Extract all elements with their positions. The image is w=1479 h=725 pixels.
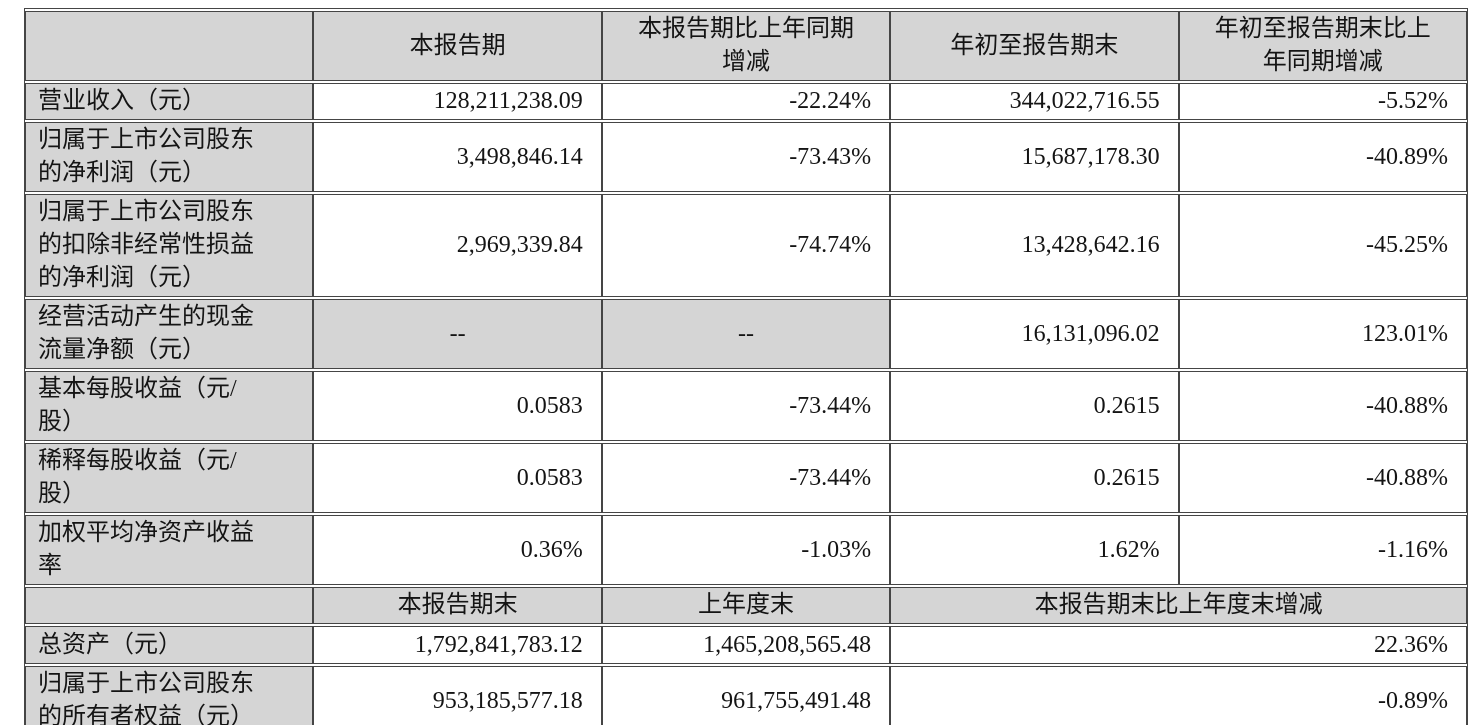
value-cell: 0.2615 [890,443,1179,513]
value-cell: 13,428,642.16 [890,194,1179,297]
value-cell: -40.88% [1178,443,1467,513]
value-cell: -73.44% [601,371,891,441]
value-cell: -73.43% [601,122,891,192]
header-ytd-yoy-change: 年初至报告期末比上 年同期增减 [1178,11,1467,81]
table-row-operating-revenue: 营业收入（元） 128,211,238.09 -22.24% 344,022,7… [25,83,1467,120]
header-end-of-period: 本报告期末 [313,587,602,624]
value-cell: 344,022,716.55 [890,83,1179,120]
value-cell: -40.88% [1178,371,1467,441]
value-cell: 953,185,577.18 [313,666,602,725]
value-cell: 16,131,096.02 [890,299,1179,369]
financial-summary-table: 本报告期 本报告期比上年同期 增减 年初至报告期末 年初至报告期末比上 年同期增… [24,8,1468,725]
row-label: 总资产（元） [25,626,314,664]
value-cell: 0.0583 [313,443,602,513]
row-label: 加权平均净资产收益 率 [25,515,314,585]
row-label: 经营活动产生的现金 流量净额（元） [25,299,314,369]
value-cell: -74.74% [601,194,891,297]
value-cell: 1,792,841,783.12 [313,626,602,664]
header-end-of-last-year: 上年度末 [601,587,891,624]
value-cell: -73.44% [601,443,891,513]
value-cell: 1.62% [890,515,1179,585]
header-ytd: 年初至报告期末 [890,11,1179,81]
value-cell: -40.89% [1178,122,1467,192]
value-cell: 15,687,178.30 [890,122,1179,192]
row-label: 归属于上市公司股东 的所有者权益（元） [25,666,314,725]
table-row-weighted-avg-roe: 加权平均净资产收益 率 0.36% -1.03% 1.62% -1.16% [25,515,1467,585]
value-cell: 0.36% [313,515,602,585]
period-header-row: 本报告期 本报告期比上年同期 增减 年初至报告期末 年初至报告期末比上 年同期增… [25,11,1467,81]
value-cell: 128,211,238.09 [313,83,602,120]
value-cell: -45.25% [1178,194,1467,297]
value-cell: -0.89% [890,666,1467,725]
value-cell: 3,498,846.14 [313,122,602,192]
table-row-operating-cash-flow: 经营活动产生的现金 流量净额（元） -- -- 16,131,096.02 12… [25,299,1467,369]
yearend-header-row: 本报告期末 上年度末 本报告期末比上年度末增减 [25,587,1467,624]
value-cell: 2,969,339.84 [313,194,602,297]
value-cell: 22.36% [890,626,1467,664]
row-label: 稀释每股收益（元/ 股） [25,443,314,513]
value-cell: 1,465,208,565.48 [601,626,891,664]
header-current-period: 本报告期 [313,11,602,81]
not-applicable-cell: -- [313,299,602,369]
row-label: 归属于上市公司股东 的扣除非经常性损益 的净利润（元） [25,194,314,297]
value-cell: 123.01% [1178,299,1467,369]
table-row-equity-attributable: 归属于上市公司股东 的所有者权益（元） 953,185,577.18 961,7… [25,666,1467,725]
table-row-total-assets: 总资产（元） 1,792,841,783.12 1,465,208,565.48… [25,626,1467,664]
not-applicable-cell: -- [601,299,891,369]
value-cell: -1.03% [601,515,891,585]
header-blank-cell [25,587,314,624]
row-label: 基本每股收益（元/ 股） [25,371,314,441]
value-cell: -5.52% [1178,83,1467,120]
value-cell: 0.2615 [890,371,1179,441]
value-cell: -1.16% [1178,515,1467,585]
value-cell: 0.0583 [313,371,602,441]
value-cell: 961,755,491.48 [601,666,891,725]
table-row-basic-eps: 基本每股收益（元/ 股） 0.0583 -73.44% 0.2615 -40.8… [25,371,1467,441]
table-row-diluted-eps: 稀释每股收益（元/ 股） 0.0583 -73.44% 0.2615 -40.8… [25,443,1467,513]
header-change-vs-last-yearend: 本报告期末比上年度末增减 [890,587,1467,624]
table-row-net-profit: 归属于上市公司股东 的净利润（元） 3,498,846.14 -73.43% 1… [25,122,1467,192]
row-label: 营业收入（元） [25,83,314,120]
table-row-net-profit-excl-nonrecurring: 归属于上市公司股东 的扣除非经常性损益 的净利润（元） 2,969,339.84… [25,194,1467,297]
header-blank-cell [25,11,314,81]
header-period-yoy-change: 本报告期比上年同期 增减 [601,11,891,81]
row-label: 归属于上市公司股东 的净利润（元） [25,122,314,192]
value-cell: -22.24% [601,83,891,120]
